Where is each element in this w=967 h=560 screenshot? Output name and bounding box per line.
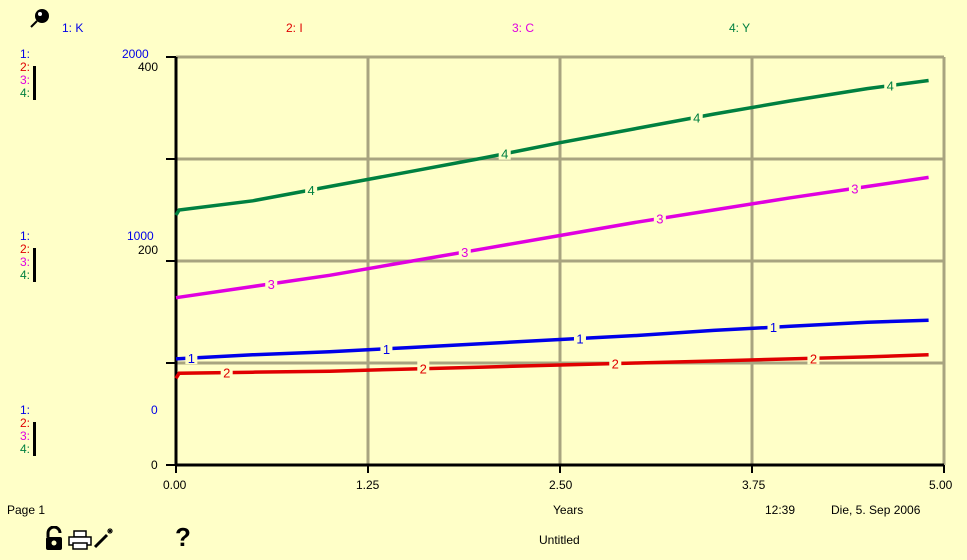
series-marker-bg — [884, 77, 897, 92]
series-marker-2: 2 — [810, 351, 817, 366]
series-line-3 — [175, 175, 929, 300]
series-marker-1: 1 — [383, 342, 390, 357]
series-marker-bg — [417, 360, 430, 375]
legend-item-3: 3: C — [512, 21, 535, 35]
series-number-3: 3: — [20, 429, 31, 443]
x-tick-label: 1.25 — [356, 478, 380, 492]
legend-item-4: 4: Y — [729, 21, 751, 35]
page-label: Page 1 — [7, 503, 46, 517]
x-axis-label: Years — [553, 503, 584, 517]
series-line-2 — [174, 353, 929, 380]
series-marker-bg — [848, 180, 861, 195]
series-number-1: 1: — [20, 403, 31, 417]
series-marker-bg — [305, 181, 318, 196]
series-number-2: 2: — [20, 242, 31, 256]
series-marker-3: 3 — [461, 245, 468, 260]
series-marker-bg — [807, 350, 820, 365]
series-marker-3: 3 — [656, 212, 663, 227]
series-marker-bg — [498, 145, 511, 160]
series-line-1 — [175, 318, 929, 361]
magic-wand-icon[interactable] — [92, 526, 116, 555]
y-top-blue: 2000 — [122, 47, 149, 61]
y-top-black: 400 — [138, 60, 159, 74]
y-bottom-blue: 0 — [151, 403, 158, 417]
series-marker-3: 3 — [268, 277, 275, 292]
series-marker-1: 1 — [576, 331, 583, 346]
series-number-4: 4: — [20, 268, 31, 282]
series-marker-bg — [220, 364, 233, 379]
y-mid-black: 200 — [138, 243, 159, 257]
series-marker-bg — [185, 350, 198, 365]
series-number-4: 4: — [20, 86, 31, 100]
series-marker-2: 2 — [420, 362, 427, 377]
series-marker-4: 4 — [308, 183, 315, 198]
series-number-1: 1: — [20, 229, 31, 243]
date-label: Die, 5. Sep 2006 — [831, 503, 921, 517]
series-marker-bg — [380, 340, 393, 355]
series-number-3: 3: — [20, 255, 31, 269]
series-marker-bg — [265, 275, 278, 290]
series-number-4: 4: — [20, 442, 31, 456]
series-marker-4: 4 — [693, 110, 700, 125]
pin-icon[interactable] — [28, 6, 52, 35]
series-number-3: 3: — [20, 73, 31, 87]
series-marker-2: 2 — [612, 357, 619, 372]
x-tick-label: 0.00 — [163, 478, 187, 492]
series-number-1: 1: — [20, 47, 31, 61]
series-marker-bg — [690, 109, 703, 124]
series-marker-bg — [609, 355, 622, 370]
y-bottom-black: 0 — [151, 458, 158, 472]
document-title: Untitled — [539, 533, 580, 547]
series-marker-bg — [458, 243, 471, 258]
series-marker-bg — [767, 319, 780, 334]
print-icon[interactable] — [68, 530, 92, 555]
x-tick-label: 3.75 — [742, 478, 766, 492]
y-mid-blue: 1000 — [127, 229, 154, 243]
legend-item-2: 2: I — [286, 21, 303, 35]
time-label: 12:39 — [765, 503, 796, 517]
series-marker-3: 3 — [851, 181, 858, 196]
series-number-2: 2: — [20, 60, 31, 74]
x-tick-label: 5.00 — [929, 478, 953, 492]
series-marker-1: 1 — [770, 320, 777, 335]
help-icon[interactable]: ? — [175, 522, 191, 552]
lock-icon[interactable] — [44, 525, 64, 557]
series-marker-bg — [653, 210, 666, 225]
series-marker-4: 4 — [887, 79, 894, 94]
series-marker-4: 4 — [501, 147, 508, 162]
x-tick-label: 2.50 — [549, 478, 573, 492]
series-number-2: 2: — [20, 416, 31, 430]
series-marker-bg — [573, 330, 586, 345]
series-line-4 — [174, 78, 929, 217]
legend-item-1: 1: K — [62, 21, 84, 35]
series-marker-2: 2 — [223, 366, 230, 381]
series-marker-1: 1 — [188, 351, 195, 366]
